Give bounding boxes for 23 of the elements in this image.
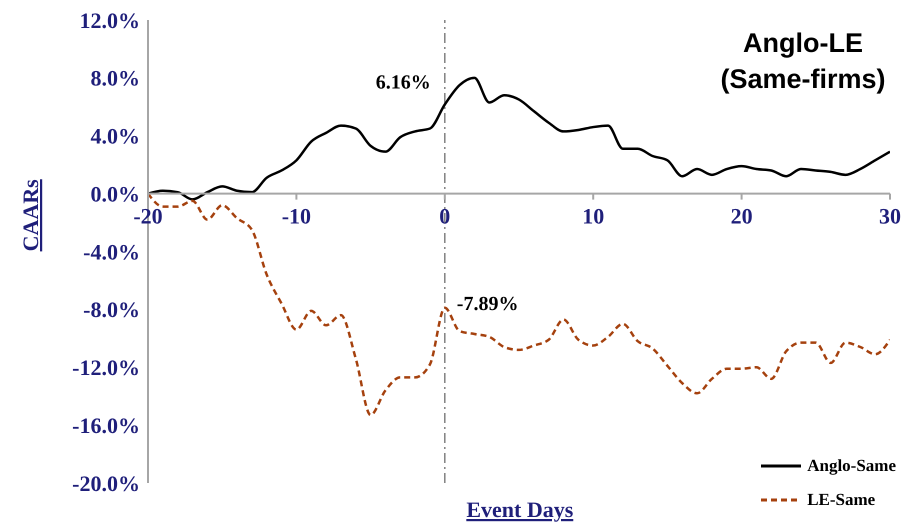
y-tick-label: -16.0% — [72, 412, 140, 438]
y-tick-label: -8.0% — [83, 297, 140, 322]
y-tick-label: 12.0% — [80, 8, 140, 33]
x-tick-label: -10 — [282, 204, 312, 229]
x-tick-label: 30 — [879, 204, 901, 229]
y-axis-title: CAARs — [18, 178, 43, 252]
chart-title: Anglo-LE — [743, 28, 863, 58]
y-tick-label: 4.0% — [90, 124, 140, 149]
text: (Same-firms) — [720, 64, 886, 94]
y-tick-label: -20.0% — [72, 470, 140, 496]
y-tick-label: 8.0% — [90, 66, 140, 91]
x-tick-label: -20 — [133, 204, 163, 229]
y-tick-label: -4.0% — [83, 239, 140, 264]
x-tick-label: 0 — [439, 204, 450, 229]
x-axis-title: Event Days — [466, 497, 574, 522]
y-tick-label: -12.0% — [72, 355, 140, 380]
legend-label: Anglo-Same — [807, 455, 896, 477]
x-tick-label: 20 — [730, 204, 753, 229]
annotation: -7.89% — [456, 292, 518, 315]
y-tick-label: 0.0% — [90, 181, 140, 206]
annotation: 6.16% — [376, 71, 431, 94]
legend-label: LE-Same — [807, 489, 876, 511]
x-tick-label: 10 — [582, 204, 604, 229]
